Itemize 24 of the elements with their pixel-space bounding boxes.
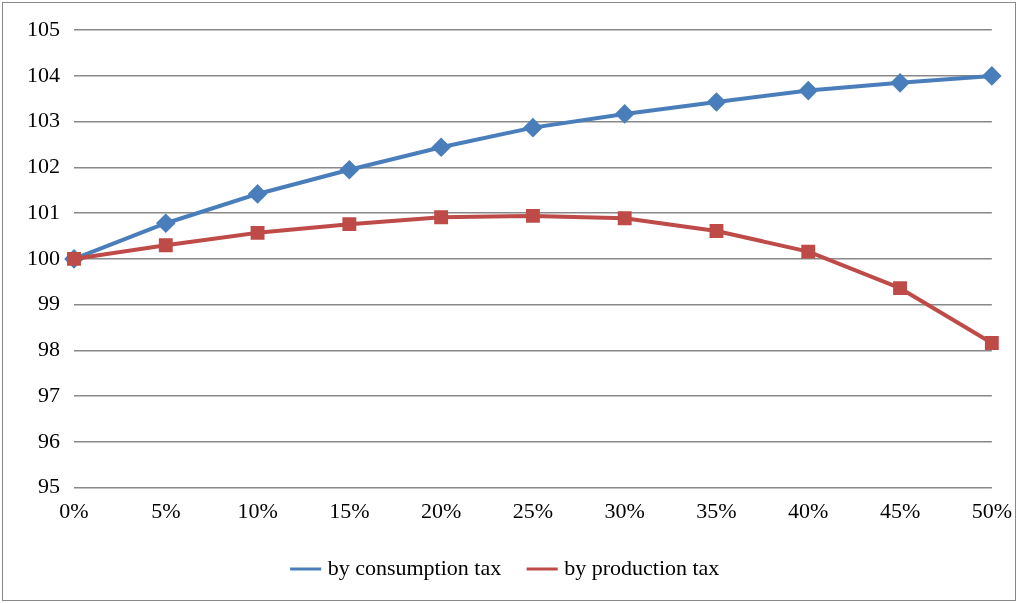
legend-label: by production tax bbox=[564, 554, 720, 580]
y-tick-label: 95 bbox=[38, 473, 60, 499]
y-tick-label: 103 bbox=[27, 107, 60, 133]
x-tick-label: 45% bbox=[879, 497, 921, 523]
x-tick-label: 20% bbox=[420, 497, 462, 523]
x-tick-label: 35% bbox=[696, 497, 737, 523]
x-tick-label: 5% bbox=[151, 497, 181, 523]
y-tick-label: 97 bbox=[38, 381, 60, 407]
x-tick-label: 40% bbox=[788, 497, 829, 523]
y-tick-label: 99 bbox=[38, 290, 60, 316]
y-tick-label: 105 bbox=[27, 15, 60, 41]
legend-label: by consumption tax bbox=[327, 554, 502, 580]
x-tick-label: 15% bbox=[329, 497, 370, 523]
x-tick-label: 25% bbox=[512, 497, 554, 523]
x-tick-label: 0% bbox=[59, 497, 89, 523]
y-tick-label: 104 bbox=[27, 61, 60, 87]
y-tick-label: 98 bbox=[38, 336, 60, 362]
x-tick-label: 50% bbox=[971, 497, 1012, 523]
y-tick-label: 96 bbox=[38, 427, 60, 453]
x-tick-label: 30% bbox=[604, 497, 645, 523]
y-tick-label: 101 bbox=[27, 198, 60, 224]
y-tick-label: 100 bbox=[27, 244, 60, 270]
x-tick-label: 10% bbox=[237, 497, 278, 523]
y-tick-label: 102 bbox=[27, 153, 60, 179]
